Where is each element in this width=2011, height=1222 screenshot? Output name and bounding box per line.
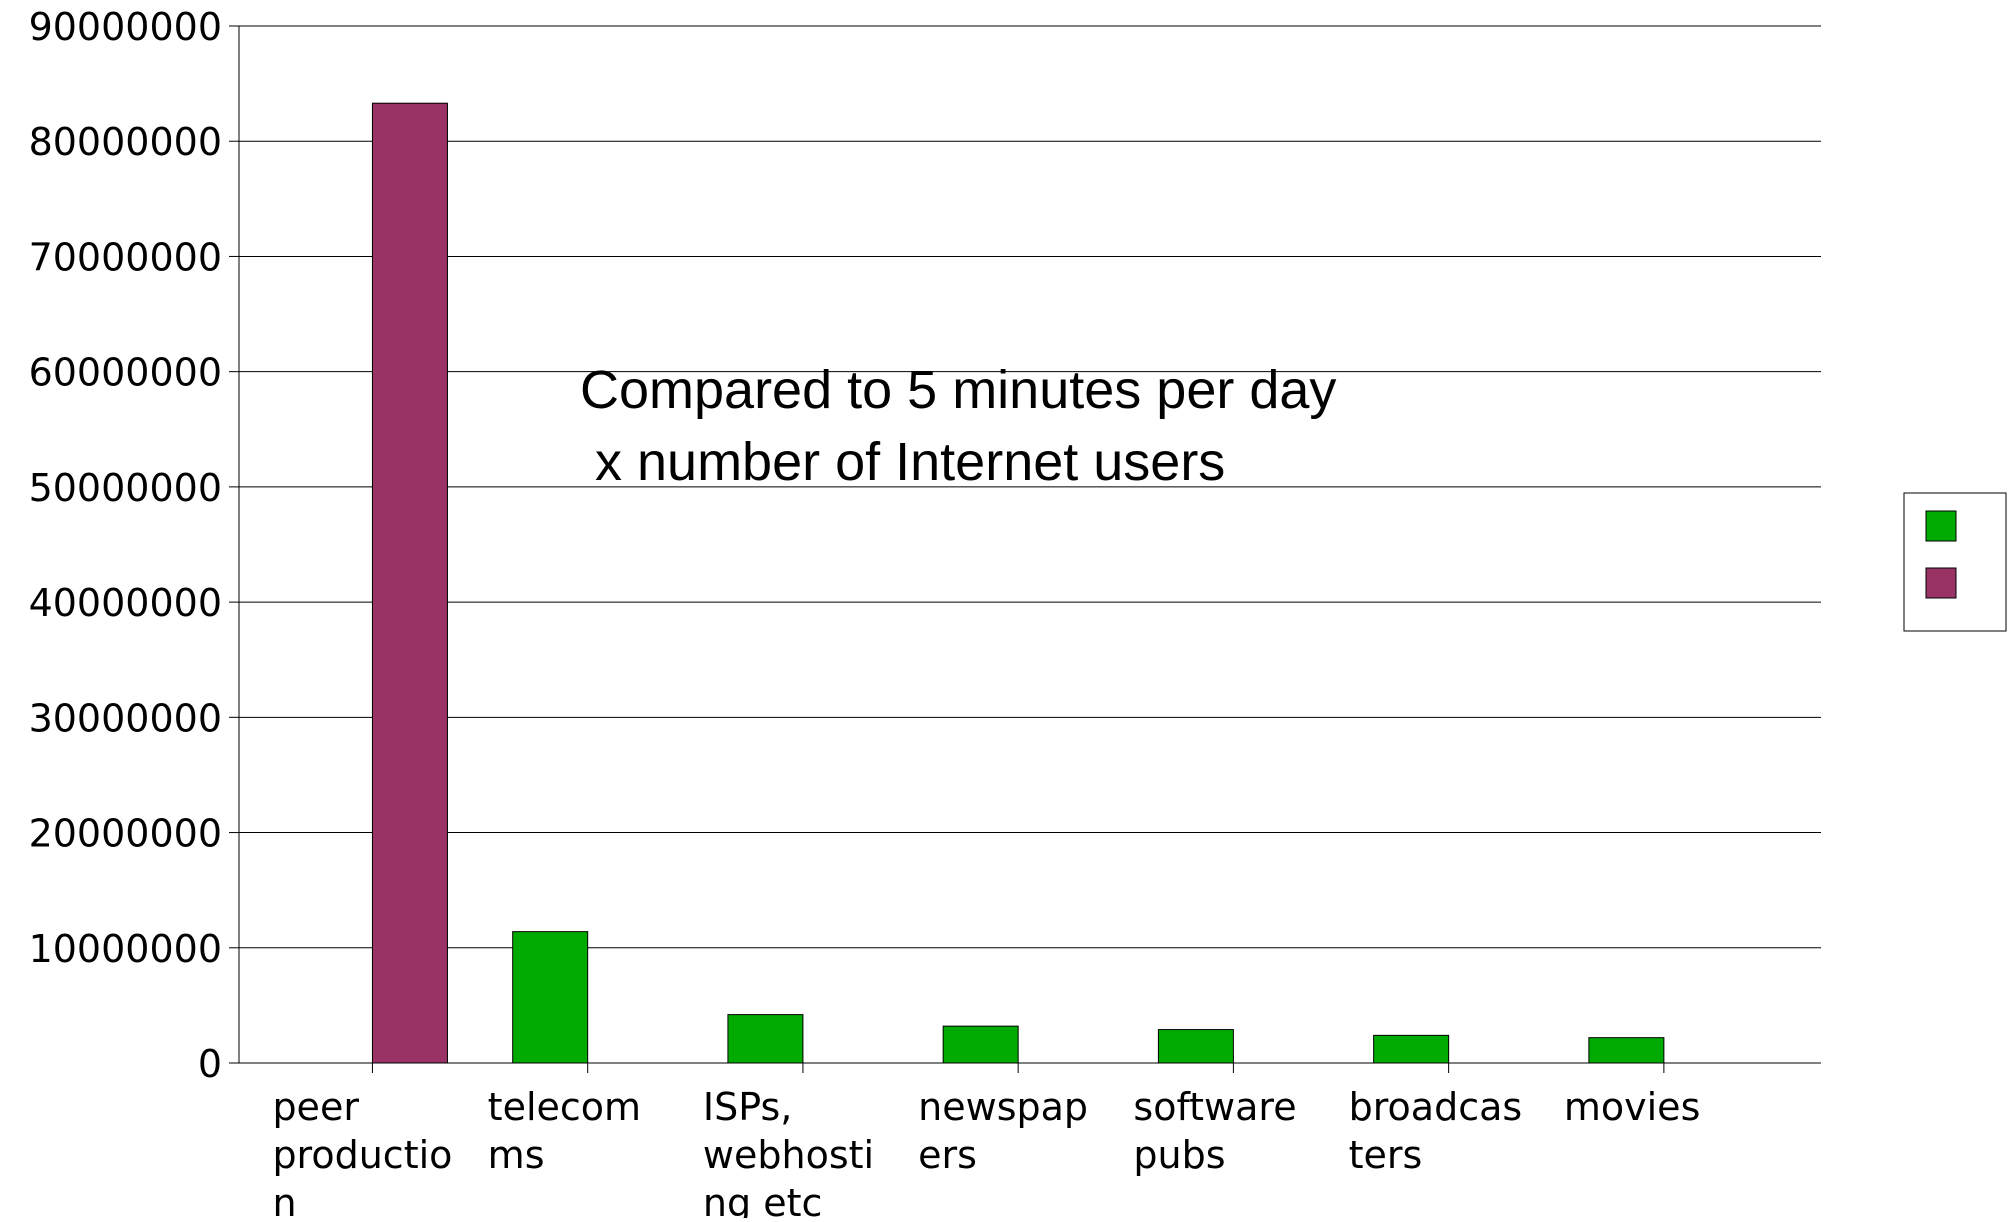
legend: [1903, 492, 2007, 632]
x-tick-label: newspap ers: [918, 1085, 1088, 1177]
bar-green-6: [1588, 1037, 1665, 1064]
bar-green-3: [942, 1025, 1019, 1064]
bar-green-4: [1157, 1029, 1234, 1064]
legend-swatch-1: [1925, 567, 1957, 599]
y-tick-label: 40000000: [29, 581, 222, 625]
y-tick-label: 60000000: [29, 351, 222, 395]
axes: [229, 25, 1821, 1073]
y-tick-label: 20000000: [29, 812, 222, 856]
bar-green-1: [512, 931, 589, 1064]
annotation: Compared to 5 minutes per day x number o…: [580, 360, 1336, 492]
y-tick-label: 90000000: [29, 5, 222, 49]
legend-swatch-0: [1925, 510, 1957, 542]
annotation-text: Compared to 5 minutes per day x number o…: [580, 360, 1336, 492]
y-tick-label: 10000000: [29, 927, 222, 971]
y-tick-label: 0: [198, 1042, 222, 1086]
bar-green-2: [727, 1014, 804, 1064]
bars: [371, 102, 1665, 1064]
x-tick-label: software pubs: [1133, 1085, 1296, 1177]
y-tick-label: 70000000: [29, 235, 222, 279]
x-tick-label: telecom ms: [488, 1085, 641, 1177]
x-tick-label: peer productio n: [272, 1085, 452, 1218]
bar-green-5: [1373, 1034, 1450, 1064]
bar-purple-0: [371, 102, 448, 1064]
y-tick-label: 50000000: [29, 466, 222, 510]
y-tick-label: 80000000: [29, 120, 222, 164]
x-tick-label: movies: [1564, 1085, 1701, 1129]
x-tick-label: broadcas ters: [1349, 1085, 1523, 1177]
gridlines: [239, 25, 1821, 949]
x-tick-labels: peer productio n telecom ms ISPs, webhosti ng e…: [272, 1085, 1701, 1222]
x-tick-label: ISPs, webhosti ng etc: [703, 1085, 874, 1218]
y-tick-labels: 0 10000000 20000000 30000000 40000000 5000000…: [29, 5, 222, 1086]
y-tick-label: 30000000: [29, 696, 222, 740]
